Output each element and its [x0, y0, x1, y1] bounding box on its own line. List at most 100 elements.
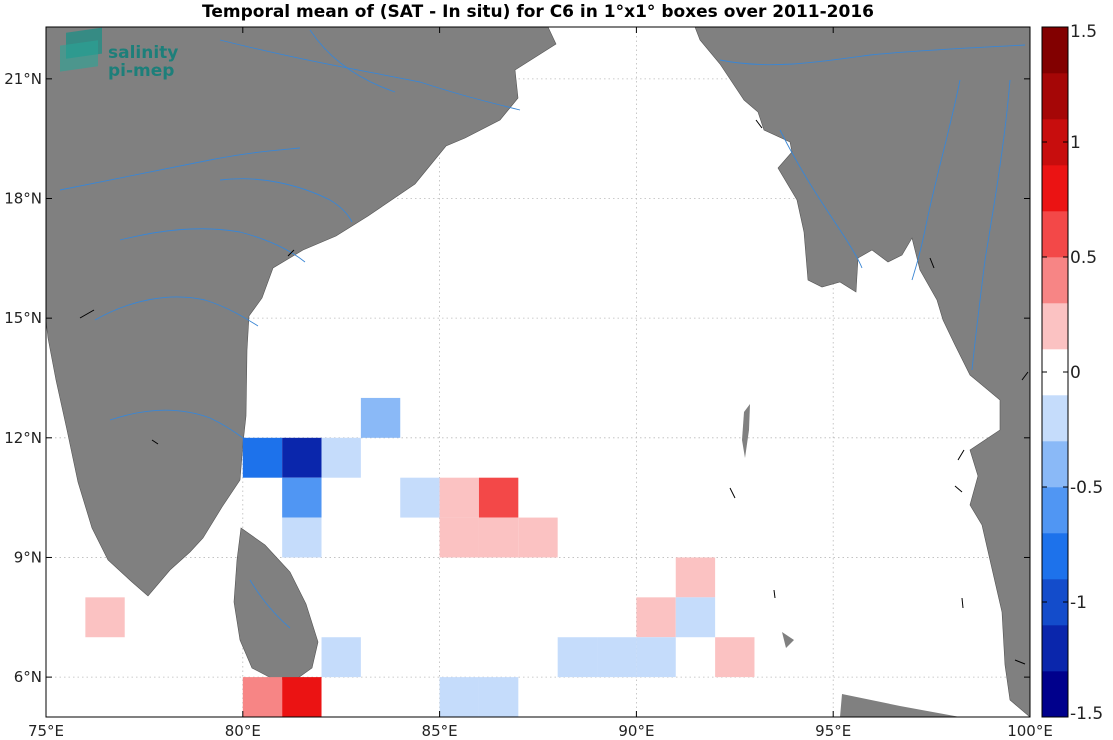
coast-mark: [729, 487, 736, 499]
colorbar-level: [1042, 73, 1068, 120]
coast-mark: [1014, 659, 1026, 665]
coast-mark: [79, 309, 95, 319]
colorbar-level: [1042, 671, 1068, 718]
river-mahanadi: [219, 178, 353, 223]
colorbar-tick-label: 0.5: [1070, 248, 1097, 268]
lon-tick-label: 80°E: [225, 722, 261, 740]
logo-line1: salinity: [108, 43, 178, 63]
anomaly-cell: [321, 637, 361, 678]
logo: salinity pi-mep: [60, 27, 178, 81]
anomaly-cell: [557, 637, 598, 678]
figure-title: Temporal mean of (SAT - In situ) for C6 …: [202, 2, 874, 22]
lon-tick-label: 75°E: [28, 722, 64, 740]
longitude-ticks: 75°E 80°E 85°E 90°E 95°E 100°E: [28, 27, 1053, 740]
anomaly-cells: [85, 397, 755, 717]
colorbar-level: [1042, 165, 1068, 212]
latitude-ticks: 6°N 9°N 12°N 15°N 18°N 21°N: [4, 70, 1030, 686]
lat-tick-label: 21°N: [4, 70, 42, 88]
land-andaman-island: [742, 404, 750, 458]
logo-line2: pi-mep: [108, 61, 174, 81]
anomaly-cell: [675, 597, 716, 638]
river-godavari: [119, 228, 306, 263]
coast-mark: [929, 257, 935, 269]
colorbar-tick-label: 1: [1070, 133, 1081, 153]
colorbar-tick-label: 1.5: [1070, 22, 1097, 42]
map-panel: 75°E 80°E 85°E 90°E 95°E 100°E 6°N 9°N 12°N 15°N…: [4, 26, 1053, 740]
land-small-island: [782, 632, 794, 648]
colorbar-level: [1042, 395, 1068, 442]
anomaly-cell: [439, 677, 479, 717]
land-myanmar: [694, 27, 1030, 717]
anomaly-cell: [282, 517, 322, 558]
land-masses: [46, 27, 1030, 717]
anomaly-cell: [597, 637, 637, 678]
colorbar-level: [1042, 27, 1068, 74]
anomaly-cell: [439, 517, 479, 558]
coast-fragments: [79, 119, 1029, 665]
land-india: [46, 27, 557, 597]
lon-tick-label: 90°E: [618, 722, 654, 740]
anomaly-cell: [242, 677, 283, 717]
colorbar-level: [1042, 211, 1068, 258]
anomaly-cell: [242, 437, 283, 478]
coast-mark: [957, 449, 965, 461]
lat-tick-label: 18°N: [4, 190, 42, 208]
land-sumatra-edge: [840, 694, 960, 717]
map-frame: [45, 26, 1031, 718]
anomaly-cell: [675, 557, 716, 598]
river-ganges: [219, 39, 521, 111]
anomaly-cell: [715, 637, 755, 678]
anomaly-cell: [360, 397, 401, 438]
anomaly-cell: [85, 597, 125, 638]
lat-tick-label: 12°N: [4, 429, 42, 447]
anomaly-cell: [321, 437, 361, 478]
anomaly-cell: [478, 477, 519, 518]
anomaly-cell: [282, 477, 322, 518]
colorbar-level: [1042, 487, 1068, 534]
river-sri-lanka: [249, 579, 291, 629]
coast-mark: [1021, 371, 1029, 381]
anomaly-cell: [282, 437, 322, 478]
lon-tick-label: 85°E: [422, 722, 458, 740]
coast-mark: [961, 597, 964, 609]
lon-tick-label: 95°E: [815, 722, 851, 740]
colorbar-tick-label: -1: [1070, 593, 1087, 613]
anomaly-cell: [478, 677, 519, 717]
coast-mark: [287, 249, 295, 257]
lat-tick-label: 9°N: [14, 548, 42, 566]
river-kaveri: [109, 409, 244, 439]
river-irrawaddy: [911, 79, 961, 281]
coast-mark: [151, 439, 159, 445]
river-meghna: [779, 129, 863, 269]
rivers: [59, 29, 1026, 629]
salinity-pimep-logo-icon: [60, 27, 102, 72]
river-tributary-north: [309, 29, 396, 93]
coast-mark: [773, 589, 776, 599]
anomaly-cell: [478, 517, 519, 558]
anomaly-cell: [400, 477, 440, 518]
colorbar-level: [1042, 303, 1068, 350]
colorbar: 1.5 1 0.5 0 -0.5 -1 -1.5: [1041, 22, 1103, 724]
lon-tick-label: 100°E: [1007, 722, 1053, 740]
colorbar-tick-label: 0: [1070, 363, 1081, 383]
anomaly-cell: [439, 477, 479, 518]
colorbar-tick-label: -0.5: [1070, 478, 1103, 498]
river-krishna: [94, 296, 259, 327]
colorbar-level: [1042, 625, 1068, 672]
anomaly-cell: [282, 677, 322, 717]
colorbar-level: [1042, 533, 1068, 580]
colorbar-level: [1042, 441, 1068, 488]
anomaly-cell: [636, 597, 676, 638]
coast-mark: [755, 119, 763, 129]
coast-mark: [954, 485, 963, 493]
river-salween: [971, 79, 1011, 371]
river-narmada: [59, 147, 301, 191]
lat-tick-label: 15°N: [4, 309, 42, 327]
colorbar-tick-label: -1.5: [1070, 704, 1103, 724]
anomaly-cell: [518, 517, 558, 558]
lat-tick-label: 6°N: [14, 668, 42, 686]
anomaly-cell: [636, 637, 676, 678]
colorbar-level: [1042, 257, 1068, 304]
river-brahmaputra: [719, 44, 1026, 66]
